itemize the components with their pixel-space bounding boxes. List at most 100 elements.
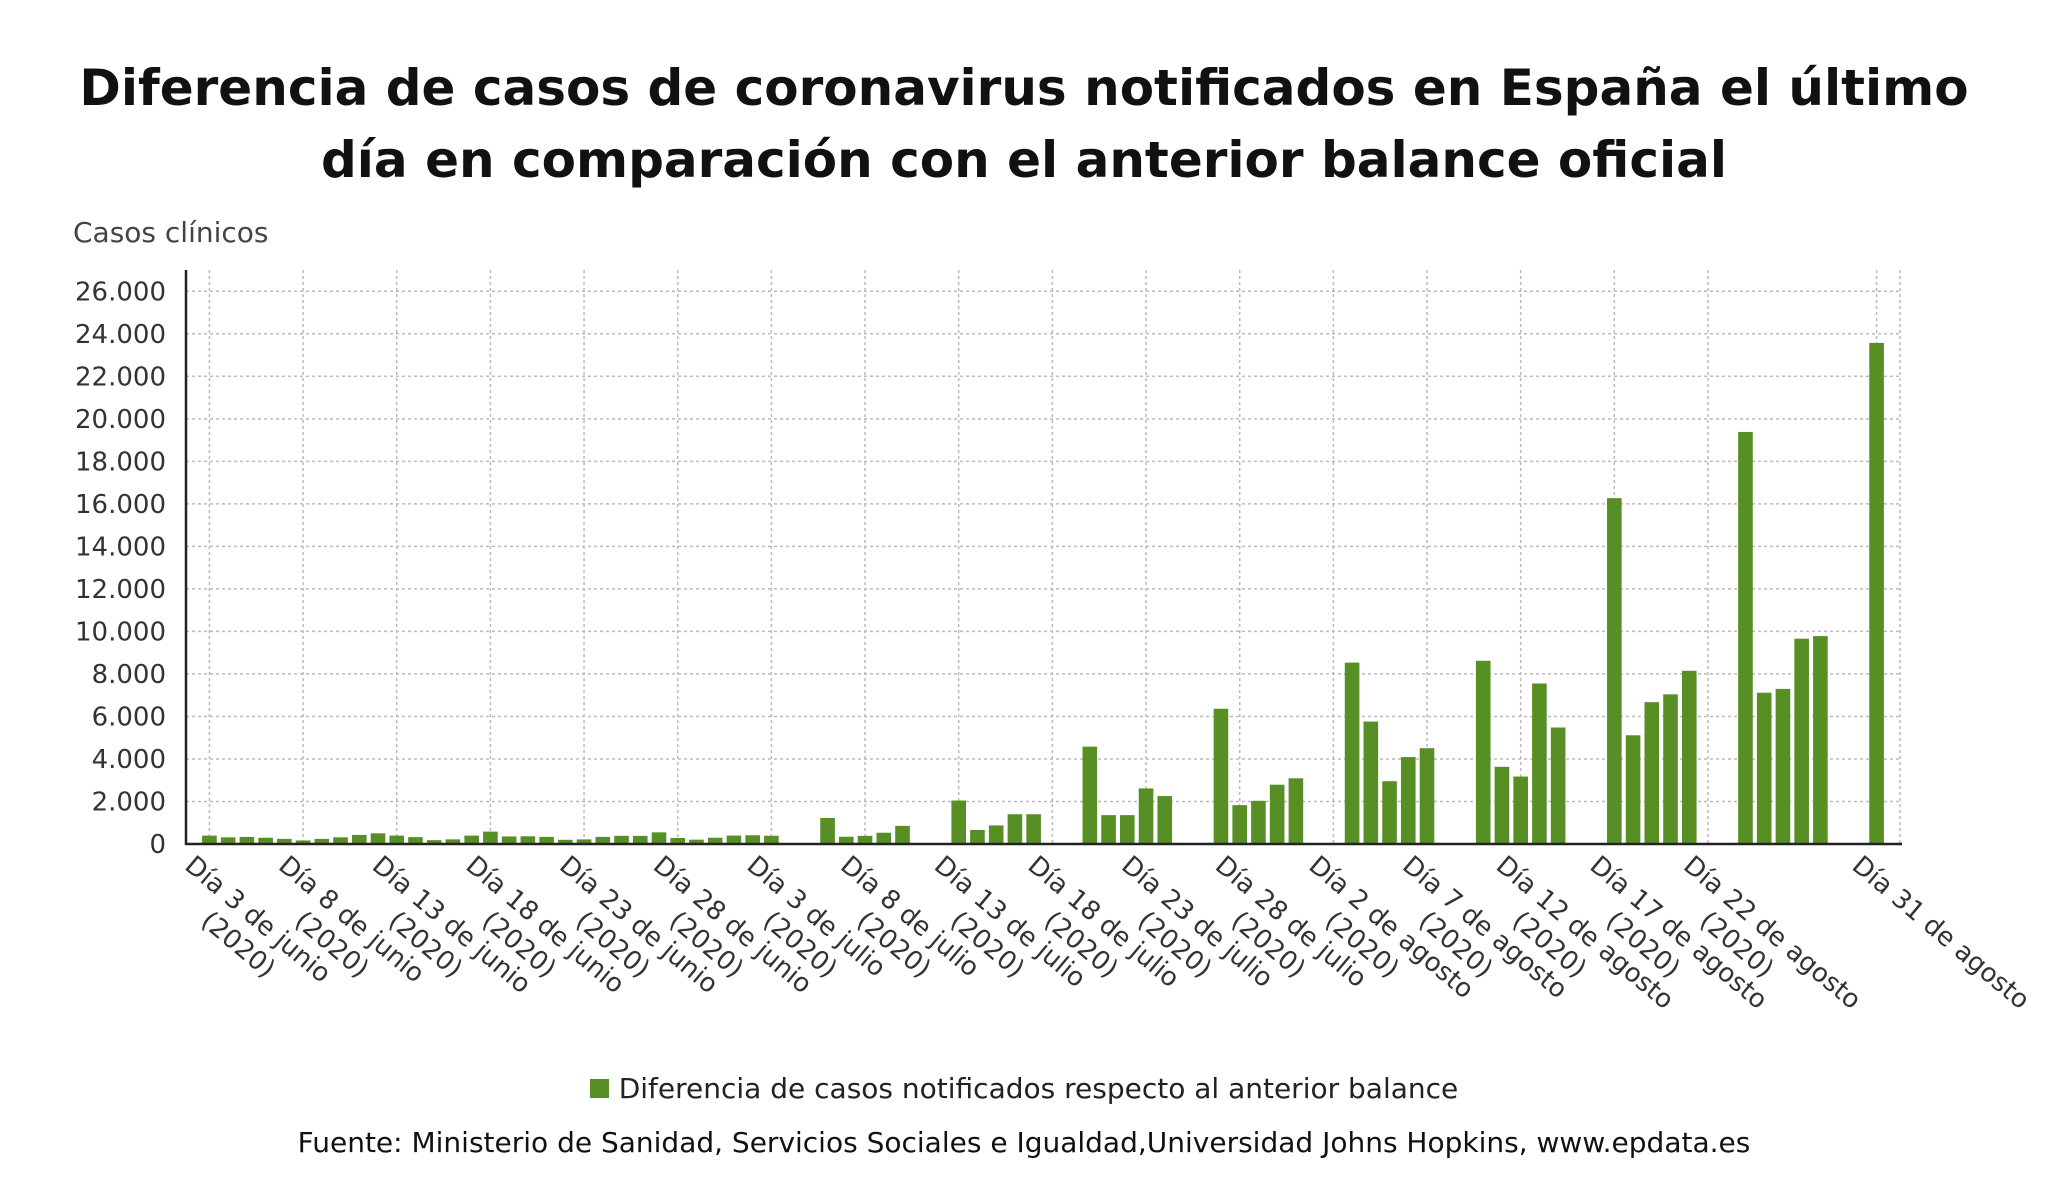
bar	[464, 835, 479, 844]
bar	[820, 817, 835, 844]
y-axis-title: Casos clínicos	[73, 216, 269, 249]
bar	[1344, 662, 1360, 844]
bar	[351, 834, 367, 844]
bar	[370, 833, 386, 844]
bar	[1794, 638, 1809, 844]
gridlines	[186, 270, 1901, 844]
bar	[1213, 708, 1229, 844]
legend-swatch	[589, 1078, 609, 1098]
bar	[258, 837, 273, 844]
bar	[1007, 814, 1023, 844]
y-tick-label: 12.000	[75, 575, 166, 605]
bar	[520, 836, 536, 844]
source-note: Fuente: Ministerio de Sanidad, Servicios…	[297, 1126, 1751, 1159]
bar	[1119, 815, 1135, 844]
legend-label: Diferencia de casos notificados respecto…	[618, 1072, 1459, 1105]
bar	[1550, 727, 1566, 844]
bar	[426, 840, 442, 844]
bar	[876, 832, 892, 844]
bar	[408, 837, 423, 844]
y-tick-label: 0	[149, 830, 166, 860]
y-tick-label: 6.000	[92, 702, 166, 732]
y-tick-label: 4.000	[92, 745, 166, 775]
bar	[558, 839, 573, 844]
x-tick-label: Día 31 de agosto	[1846, 850, 2035, 1015]
bar	[501, 836, 517, 844]
y-tick-label: 10.000	[75, 617, 166, 647]
bar	[483, 831, 498, 844]
bars	[202, 342, 1884, 844]
bar	[1232, 805, 1247, 844]
bar	[1082, 746, 1098, 844]
bar	[1475, 660, 1491, 844]
y-tick-label: 26.000	[75, 277, 166, 307]
bar	[1400, 757, 1416, 844]
bar	[970, 829, 985, 844]
bar	[539, 836, 554, 844]
bar	[1419, 748, 1435, 844]
bar	[614, 835, 629, 844]
bar	[726, 835, 742, 844]
x-tick-label-line-1: Día 31 de agosto	[1846, 850, 2035, 1015]
bar	[595, 836, 611, 844]
bar	[1026, 814, 1041, 844]
bar	[1288, 778, 1304, 844]
bar	[277, 838, 292, 844]
bar	[1382, 781, 1397, 844]
bar	[239, 836, 255, 844]
y-tick-label: 2.000	[92, 787, 166, 817]
chart-title-line-2: día en comparación con el anterior balan…	[321, 131, 1727, 189]
legend: Diferencia de casos notificados respecto…	[0, 1072, 2048, 1105]
bar	[632, 835, 648, 844]
bar	[1644, 702, 1660, 844]
axes	[184, 270, 1902, 846]
bar	[1681, 670, 1697, 844]
bar	[576, 839, 592, 844]
y-tick-label: 18.000	[75, 447, 166, 477]
bar	[1738, 431, 1753, 844]
bar	[1138, 788, 1154, 844]
bar	[445, 839, 461, 844]
y-tick-label: 8.000	[92, 660, 166, 690]
bar	[1269, 784, 1285, 844]
y-tick-label: 22.000	[75, 362, 166, 392]
bar	[764, 835, 779, 844]
bar	[670, 837, 686, 844]
bar	[314, 838, 330, 844]
y-tick-label: 16.000	[75, 490, 166, 520]
bar	[707, 837, 723, 844]
bar	[1101, 815, 1116, 844]
bar	[1513, 776, 1528, 844]
bar	[1607, 498, 1622, 844]
bar	[1532, 683, 1547, 844]
x-tick-labels: Día 3 de junio(2020)Día 8 de junio(2020)…	[179, 850, 2035, 1015]
bar	[988, 825, 1004, 844]
bar	[1363, 721, 1379, 844]
chart-title-line-1: Diferencia de casos de coronavirus notif…	[79, 59, 1969, 117]
bar	[1663, 694, 1678, 844]
bar	[857, 835, 873, 844]
bar	[1775, 688, 1791, 844]
bar	[651, 832, 667, 844]
bar	[1625, 735, 1641, 844]
bar	[745, 835, 760, 844]
bar	[839, 836, 854, 844]
bar	[689, 839, 704, 844]
y-tick-labels: 0 2.000 4.000 6.000 8.000 10.000 12.000 14.000 1…	[75, 277, 166, 860]
bar	[202, 835, 217, 844]
bar	[951, 800, 967, 844]
chart-title: Diferencia de casos de coronavirus notif…	[0, 52, 2048, 196]
y-tick-label: 24.000	[75, 320, 166, 350]
y-tick-label: 14.000	[75, 532, 166, 562]
y-tick-label: 20.000	[75, 405, 166, 435]
bar	[1157, 796, 1173, 844]
bar	[333, 837, 348, 844]
bar	[1813, 636, 1828, 844]
bar	[895, 825, 910, 844]
bar	[389, 835, 405, 844]
bar	[1494, 766, 1510, 844]
bar	[1251, 800, 1266, 844]
bar	[1869, 342, 1884, 844]
bar	[295, 840, 311, 844]
